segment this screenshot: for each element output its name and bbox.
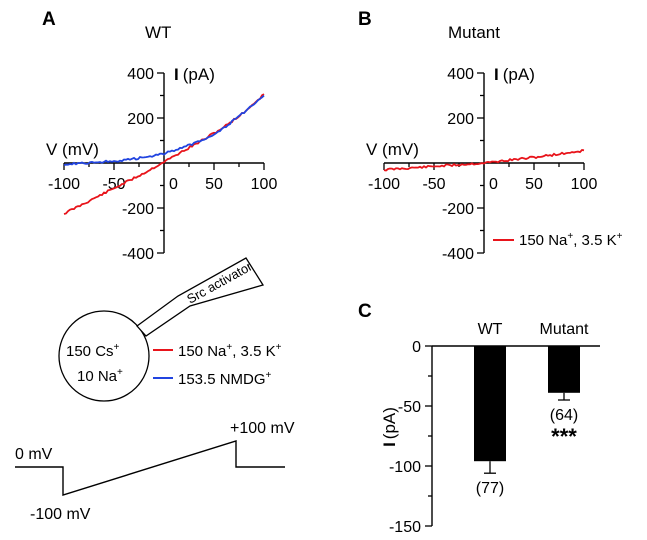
panel-c: C 0 -50 -100 -150 WT (77) Mutant (64)*** I(pA) [358,301,600,536]
panel-a-x-tick-label: -100 [48,176,80,193]
panel-b-x-tick-label: 50 [525,176,543,193]
panel-b-y-axis-label: I (pA) [494,65,535,84]
pipette-ion-line-2: 10 Na+ [77,367,123,385]
panel-a-y-tick-label: 400 [127,66,154,83]
panel-a-y-tick-label: -200 [122,201,154,218]
pipette-shape [136,257,265,337]
panel-c-y-tick-label: -150 [389,519,421,536]
panel-c-n-label: (64) [550,407,578,424]
panel-a-series [63,93,265,215]
panel-c-ylabel: I(pA) [380,407,399,447]
panel-b-y-tick-label: -200 [442,201,474,218]
panel-a-axes: -100 -50 0 50 100 400 200 -200 -400 I (pA) V (mV) [46,65,277,263]
panel-a-series-line-2 [63,94,265,166]
panel-c-n-label: (77) [476,480,504,497]
panel-a-title: WT [145,23,171,42]
legend-a-red-label: 150 Na+, 3.5 K+ [178,342,282,360]
panel-c-y-tick-label: -100 [389,459,421,476]
panel-b-y-tick-label: 400 [447,66,474,83]
panel-b: B Mutant -100 -50 0 50 100 400 200 -200 -400 I (pA… [358,9,623,263]
panel-c-y-tick-label: -50 [398,399,421,416]
panel-a-x-axis-label: V (mV) [46,140,99,159]
panel-b-x-axis-label: V (mV) [366,140,419,159]
voltage-ramp-trace [15,440,285,496]
panel-c-significance-label: *** [551,424,577,449]
panel-a-x-tick-label: 0 [169,176,178,193]
panel-c-bar-mutant [548,346,580,393]
panel-c-bar-wt [474,346,506,462]
panel-b-y-tick-label: 200 [447,111,474,128]
legend-a-blue-label: 153.5 NMDG+ [178,370,272,388]
pipette-ion-line-1: 150 Cs+ [66,342,120,360]
panel-a-y-tick-label: 200 [127,111,154,128]
protocol-start-label: -100 mV [30,506,91,523]
panel-b-series-line-1 [383,149,585,172]
panel-label-c: C [358,301,372,322]
panel-c-bars: WT (77) Mutant (64)*** [474,321,589,497]
panel-b-x-tick-label: 100 [571,176,598,193]
panel-b-x-tick-label: 0 [489,176,498,193]
panel-a-x-tick-label: 100 [251,176,278,193]
panel-b-x-tick-label: -100 [368,176,400,193]
panel-b-x-tick-label: -50 [422,176,445,193]
panel-a-y-axis-label: I (pA) [174,65,215,84]
legend-b-red-label: 150 Na+, 3.5 K+ [519,231,623,249]
panel-a: A WT -100 -50 0 50 100 400 200 -200 -400 I (pA) V (… [42,9,277,263]
protocol-hold-label: 0 mV [15,446,53,463]
panel-a-x-tick-label: -50 [102,176,125,193]
panel-label-a: A [42,9,56,30]
recording-schematic: 150 Cs+ 10 Na+ Src activator 150 Na+, 3.… [58,257,282,402]
panel-b-title: Mutant [448,23,500,42]
cell-circle [58,310,150,402]
panel-label-b: B [358,9,372,30]
protocol-end-label: +100 mV [230,420,295,437]
panel-a-x-tick-label: 50 [205,176,223,193]
panel-c-category-label: WT [478,321,503,338]
panel-c-y-tick-label: 0 [412,339,421,356]
voltage-protocol: 0 mV -100 mV +100 mV [15,420,295,523]
panel-a-y-tick-label: -400 [122,246,154,263]
panel-b-y-tick-label: -400 [442,246,474,263]
panel-c-category-label: Mutant [540,321,589,338]
panel-b-series [383,149,585,172]
